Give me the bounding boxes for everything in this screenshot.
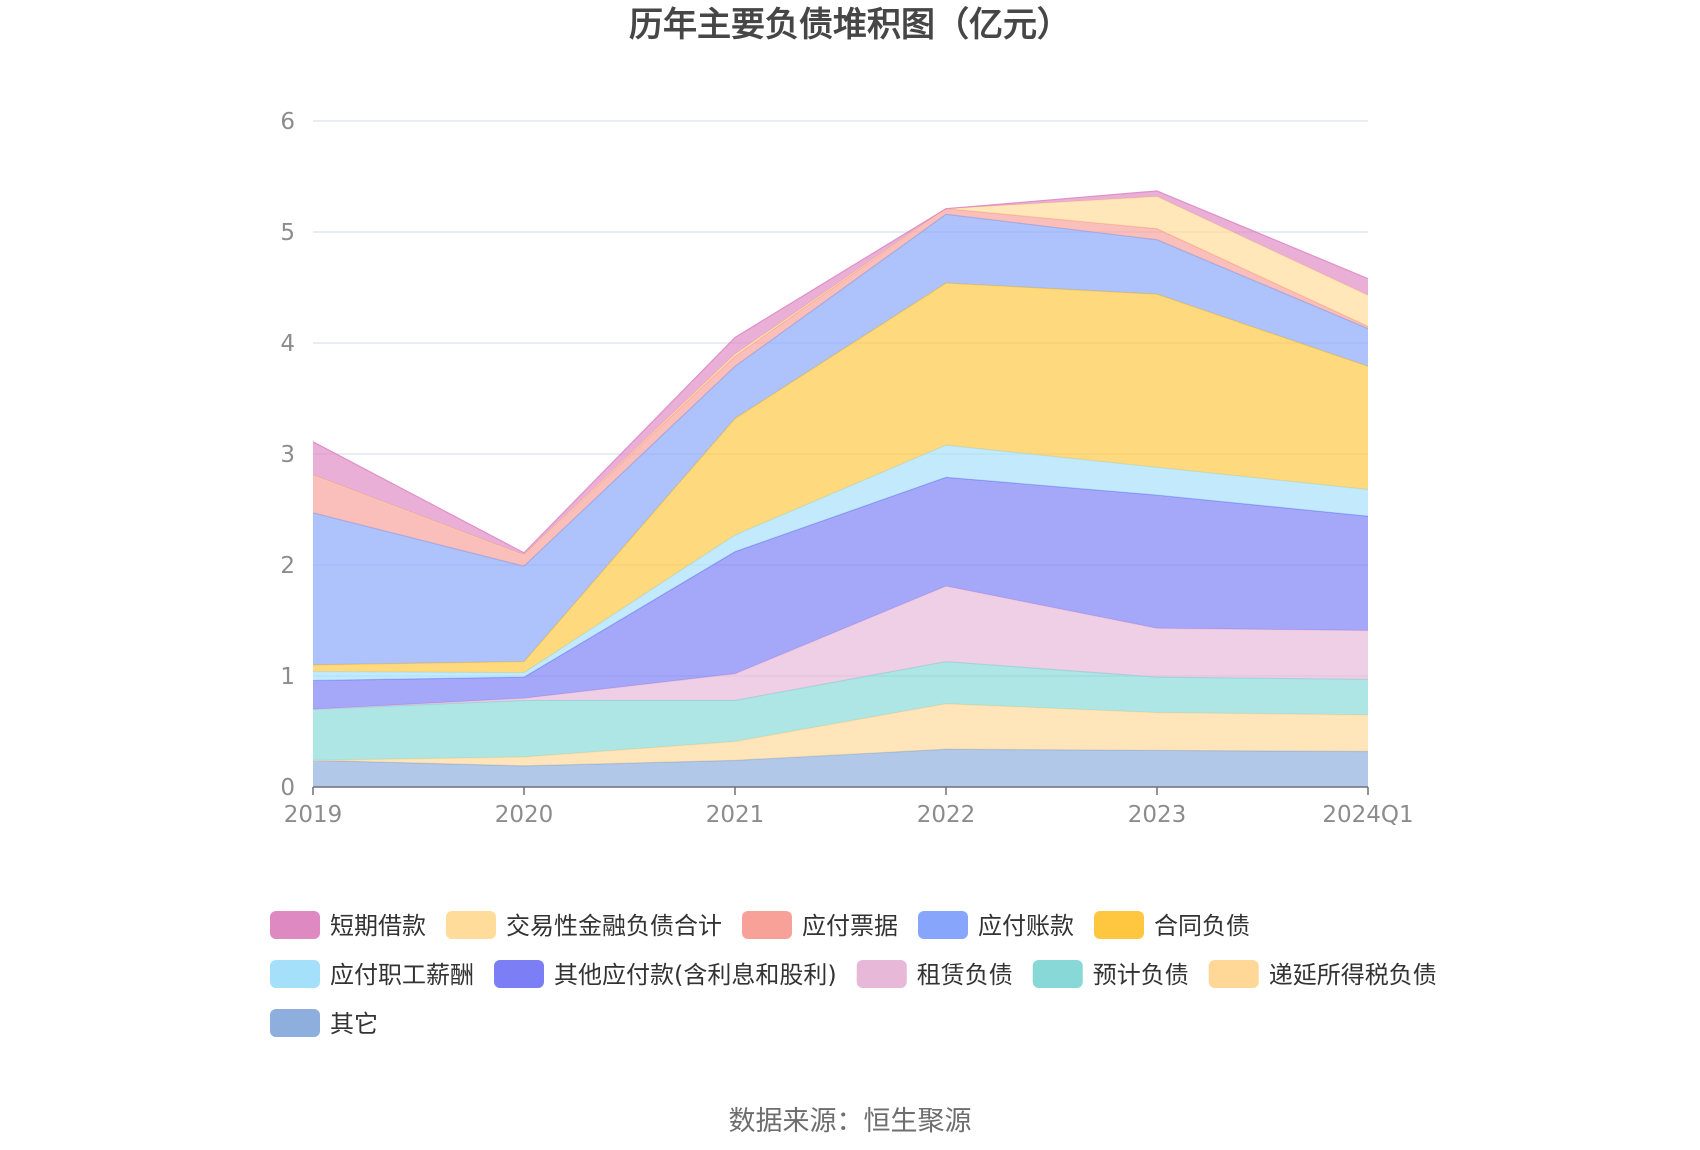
y-tick-label: 0 [280,775,295,801]
legend-item-10[interactable]: 其它 [270,1009,378,1038]
axes: 0 1 2 3 4 5 6 2019 2020 2021 2022 2023 2024Q1 [280,109,1413,828]
legend-swatch [742,911,792,939]
legend-swatch [1094,911,1144,939]
legend-swatch [446,911,496,939]
legend-swatch [1032,960,1083,988]
legend-item-7[interactable]: 租赁负债 [856,960,1013,989]
area-series [312,190,1369,787]
area-series-6[interactable] [313,283,1368,673]
area-series-1[interactable] [313,703,1368,766]
y-tick-label: 2 [280,553,295,579]
legend-label: 短期借款 [330,912,426,940]
y-tick-label: 1 [280,664,295,690]
area-series-2[interactable] [313,661,1368,761]
legend-label: 其它 [330,1010,378,1038]
y-tick-label: 5 [280,220,295,246]
x-tick-label: 2024Q1 [1322,802,1413,828]
chart-title: 历年主要负债堆积图（亿元） [629,5,1071,45]
legend-item-8[interactable]: 预计负债 [1032,960,1189,989]
x-tick-label: 2021 [706,802,765,828]
y-tick-label: 4 [280,331,295,357]
x-tick-label: 2023 [1128,802,1187,828]
legend-item-1[interactable]: 交易性金融负债合计 [446,911,722,940]
area-series-3[interactable] [313,586,1368,710]
y-tick-label: 3 [280,442,295,468]
legend-item-5[interactable]: 应付职工薪酬 [270,960,474,989]
x-tick-label: 2019 [284,802,343,828]
data-source-note: 数据来源：恒生聚源 [729,1106,972,1137]
legend-swatch [494,960,544,988]
area-series-0[interactable] [313,749,1368,787]
legend-item-4[interactable]: 合同负债 [1094,911,1250,940]
legend-label: 应付职工薪酬 [330,961,474,989]
legend-item-2[interactable]: 应付票据 [742,911,898,940]
legend-swatch [856,960,907,988]
legend-label: 递延所得税负债 [1269,961,1437,989]
legend-label: 预计负债 [1093,961,1189,989]
legend-item-9[interactable]: 递延所得税负债 [1208,960,1437,989]
legend-swatch [270,960,320,988]
legend-swatch [270,911,320,939]
y-tick-label: 6 [280,109,295,135]
legend-swatch [1208,960,1259,988]
legend-item-3[interactable]: 应付账款 [918,911,1074,940]
legend-item-6[interactable]: 其他应付款(含利息和股利) [494,960,837,989]
legend-label: 合同负债 [1154,912,1250,940]
area-series-5[interactable] [313,445,1368,681]
area-series-4[interactable] [313,477,1368,710]
x-tick-label: 2020 [495,802,554,828]
legend-swatch [270,1009,320,1037]
legend-label: 应付账款 [978,912,1074,940]
legend-label: 交易性金融负债合计 [506,912,722,940]
legend-label: 租赁负债 [917,961,1013,989]
x-tick-label: 2022 [917,802,976,828]
legend-item-0[interactable]: 短期借款 [270,911,426,940]
area-line-10 [312,190,1369,554]
legend-swatch [918,911,968,939]
legend-label: 应付票据 [802,912,898,940]
area-series-7[interactable] [313,214,1368,665]
area-series-8[interactable] [313,208,1368,567]
legend-label: 其他应付款(含利息和股利) [554,961,837,989]
